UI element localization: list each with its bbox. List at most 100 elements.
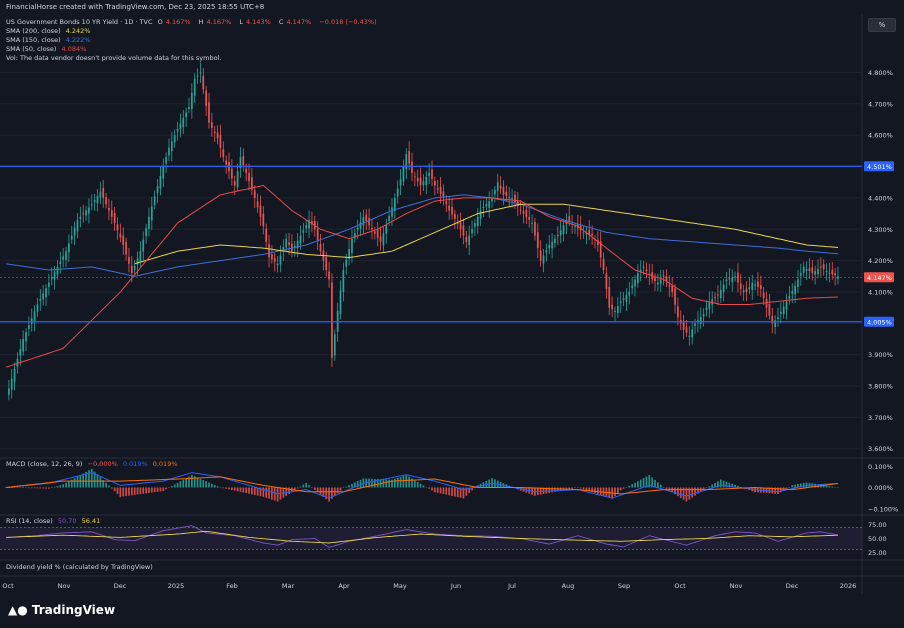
macd-histogram-bar — [797, 484, 799, 488]
y-tick-label: 4.800% — [868, 69, 893, 77]
candle-body — [136, 258, 139, 265]
candle-body — [499, 185, 502, 189]
sma50-line — [5, 184, 839, 368]
x-tick-label: May — [393, 582, 407, 590]
macd-histogram-bar — [837, 487, 839, 488]
chart-canvas[interactable]: 4.800%4.700%4.600%4.500%4.400%4.300%4.20… — [0, 0, 904, 594]
macd-histogram-bar — [285, 487, 288, 496]
candle-body — [508, 196, 511, 199]
candle-body — [685, 327, 688, 333]
symbol-name[interactable]: US Government Bonds 10 YR Yield · 1D · T… — [6, 18, 153, 26]
macd-histogram-bar — [725, 481, 728, 488]
macd-histogram-bar — [165, 487, 167, 490]
candle-body — [56, 266, 59, 275]
candle-body — [734, 276, 736, 278]
macd-histogram-bar — [273, 487, 276, 501]
macd-histogram-bar — [205, 481, 207, 488]
candle-body — [299, 235, 302, 244]
rsi-legend[interactable]: RSI (14, close) 50.70 56.41 — [6, 517, 101, 525]
y-tick-label: 4.300% — [868, 226, 893, 234]
candle-body — [788, 296, 791, 299]
macd-histogram-bar — [196, 477, 199, 488]
macd-histogram-bar — [434, 487, 436, 493]
candle-body — [13, 368, 16, 383]
candle-body — [782, 306, 785, 314]
header-text: FinancialHorse created with TradingView.… — [6, 3, 265, 11]
macd-histogram-bar — [16, 487, 19, 488]
sma200-row[interactable]: SMA (200, close) 4.242% — [6, 27, 91, 35]
chart-header: FinancialHorse created with TradingView.… — [0, 0, 904, 14]
candle-body — [42, 293, 45, 300]
macd-histogram-bar — [339, 487, 342, 491]
percent-scale-button[interactable]: % — [868, 18, 896, 32]
x-tick-label: 2025 — [168, 582, 185, 590]
macd-histogram-bar — [677, 487, 679, 497]
macd-histogram-bar — [622, 487, 625, 489]
candle-body — [757, 281, 759, 287]
macd-histogram-bar — [413, 480, 416, 488]
macd-histogram-bar — [568, 487, 571, 490]
macd-histogram-bar — [308, 485, 310, 488]
macd-histogram-bar — [116, 487, 119, 495]
macd-histogram-bar — [82, 473, 85, 488]
macd-histogram-bar — [599, 487, 602, 495]
macd-histogram-bar — [133, 487, 136, 495]
macd-histogram-bar — [176, 482, 179, 488]
candle-body — [622, 298, 625, 301]
candle-body — [688, 335, 691, 337]
macd-histogram-bar — [465, 487, 468, 496]
candle-body — [356, 227, 359, 230]
candle-body — [448, 205, 451, 211]
macd-histogram-bar — [685, 487, 688, 502]
candle-body — [308, 219, 310, 229]
candle-body — [425, 177, 428, 185]
candle-body — [311, 221, 313, 225]
sma50-row[interactable]: SMA (50, close) 4.084% — [6, 45, 87, 53]
candle-body — [159, 175, 162, 189]
sma150-row[interactable]: SMA (150, close) 4.222% — [6, 36, 91, 44]
candle-body — [779, 311, 782, 314]
macd-histogram-bar — [265, 487, 268, 498]
macd-histogram-bar — [779, 487, 782, 493]
candle-body — [8, 388, 10, 395]
macd-histogram-bar — [771, 487, 774, 494]
macd-legend[interactable]: MACD (close, 12, 26, 9) −0.000% 0.019% 0… — [6, 460, 178, 468]
candle-body — [439, 186, 442, 194]
candle-body — [122, 235, 125, 245]
candle-body — [748, 287, 751, 289]
candle-body — [422, 181, 425, 186]
macd-histogram-bar — [616, 487, 619, 494]
candle-body — [96, 195, 99, 204]
dividend-legend[interactable]: Dividend yield % (calculated by TradingV… — [6, 563, 153, 571]
candle-body — [668, 285, 671, 287]
candle-body — [465, 236, 468, 242]
candle-body — [253, 190, 256, 198]
macd-histogram-bar — [88, 470, 90, 488]
candle-body — [694, 323, 696, 326]
candle-body — [316, 229, 319, 241]
macd-histogram-bar — [56, 486, 59, 488]
macd-histogram-bar — [445, 487, 448, 495]
candle-body — [728, 278, 731, 280]
candle-body — [156, 186, 159, 194]
candle-body — [36, 304, 39, 312]
candle-body — [531, 223, 533, 225]
candle-body — [582, 232, 585, 234]
candle-body — [16, 358, 19, 367]
change-value: −0.018 (−0.43%) — [319, 18, 377, 26]
candle-body — [333, 334, 336, 356]
macd-histogram-bar — [28, 487, 30, 489]
macd-histogram-bar — [679, 487, 682, 498]
candle-body — [722, 284, 725, 292]
candle-body — [30, 318, 33, 324]
macd-histogram-bar — [551, 487, 553, 493]
macd-histogram-bar — [331, 487, 333, 499]
candle-body — [399, 179, 402, 186]
macd-histogram-bar — [556, 487, 559, 492]
rsi-line — [5, 525, 839, 548]
candle-body — [259, 205, 262, 217]
candle-body — [105, 197, 107, 205]
candle-body — [408, 151, 410, 164]
candle-body — [814, 271, 816, 275]
candle-body — [802, 266, 805, 273]
